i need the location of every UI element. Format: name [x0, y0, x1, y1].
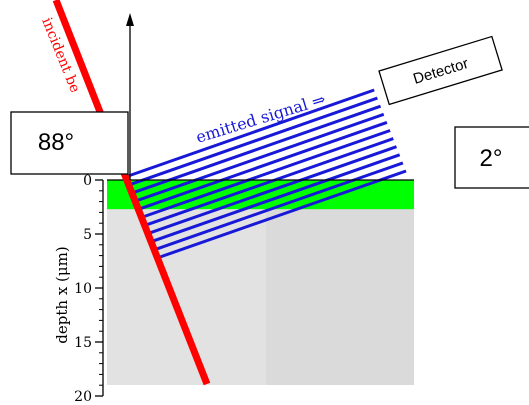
depth-tick-label-10: 10	[74, 281, 92, 297]
emitted-signal-line	[134, 104, 382, 194]
emitted-signal-line	[137, 112, 385, 202]
depth-tick-label-0: 0	[83, 173, 92, 189]
emitted-signal-line	[146, 137, 394, 227]
detector: Detector	[378, 35, 503, 106]
emitted-signal-line	[140, 120, 388, 210]
depth-tick-label-5: 5	[83, 227, 92, 243]
emitted-signal-line	[153, 153, 401, 243]
exit-angle-label: 2°	[480, 145, 503, 172]
emitted-signal-line	[150, 145, 397, 235]
depth-tick-label-20: 20	[74, 389, 92, 405]
axis-arrowhead-icon	[126, 13, 134, 26]
incidence-angle-box	[10, 111, 129, 175]
emitted-signal-line	[130, 96, 378, 186]
emitted-signal-line	[127, 88, 375, 178]
incident-beam	[52, 0, 211, 386]
exit-angle-box	[454, 126, 529, 189]
emitted-signal-line	[143, 129, 391, 218]
emitted-signal-line	[156, 161, 404, 251]
substrate-shade	[266, 207, 414, 385]
depth-axis-ticks	[95, 179, 103, 397]
depth-axis-label: depth x (μm)	[53, 246, 71, 343]
emitted-signal-line	[159, 169, 407, 259]
emitted-signal-lines	[127, 88, 407, 259]
incidence-angle-label: 88°	[38, 129, 74, 156]
depth-tick-label-15: 15	[74, 335, 92, 351]
